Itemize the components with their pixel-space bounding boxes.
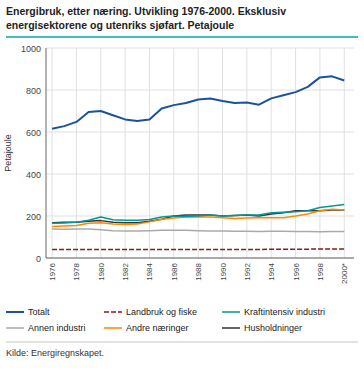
x-grid-line bbox=[125, 48, 126, 258]
series-line bbox=[52, 229, 344, 232]
x-tick-label: 1998 bbox=[316, 262, 325, 280]
x-tick-label: 1980 bbox=[97, 262, 106, 280]
series-line bbox=[52, 76, 344, 129]
source: Kilde: Energiregnskapet. bbox=[6, 348, 104, 358]
x-tick-label: 1994 bbox=[267, 262, 276, 280]
x-tick-label: 1984 bbox=[145, 262, 154, 280]
x-tick-label: 1992 bbox=[243, 262, 252, 280]
y-tick-label: 400 bbox=[26, 170, 41, 180]
x-grid-line bbox=[100, 48, 101, 258]
x-grid-line bbox=[173, 48, 174, 258]
legend-swatch bbox=[222, 311, 240, 313]
y-tick-label: 200 bbox=[26, 212, 41, 222]
legend-label: Husholdninger bbox=[244, 323, 302, 333]
x-grid-line bbox=[319, 48, 320, 258]
title: Energibruk, etter næring. Utvikling 1976… bbox=[6, 5, 286, 17]
legend-swatch bbox=[6, 327, 24, 329]
legend-swatch bbox=[104, 311, 122, 313]
y-grid-line bbox=[46, 174, 354, 175]
legend-label: Annen industri bbox=[28, 323, 86, 333]
x-tick-label: 1978 bbox=[72, 262, 81, 280]
legend-label: Landbruk og fiske bbox=[126, 307, 197, 317]
y-grid-line bbox=[46, 258, 354, 259]
lines bbox=[52, 76, 344, 249]
series-line bbox=[52, 248, 344, 250]
x-tick-label: 2000* bbox=[340, 263, 349, 284]
series-line bbox=[52, 204, 344, 223]
x-grid-line bbox=[271, 48, 272, 258]
x-tick-label: 1976 bbox=[48, 262, 57, 280]
y-tick-label: 600 bbox=[26, 128, 41, 138]
legend-label: Totalt bbox=[28, 307, 50, 317]
legend-swatch bbox=[222, 327, 240, 329]
y-tick-label: 800 bbox=[26, 86, 41, 96]
x-grid-line bbox=[222, 48, 223, 258]
x-axis-line bbox=[46, 258, 354, 259]
y-tick-label: 1000 bbox=[21, 44, 41, 54]
x-tick-label: 1986 bbox=[170, 262, 179, 280]
legend-label: Kraftintensiv industri bbox=[244, 307, 325, 317]
x-grid-line bbox=[149, 48, 150, 258]
axes: 0 200 400 600 800 1000 1976 1978 1980 1982 1984 198… bbox=[21, 44, 354, 284]
y-grid-line bbox=[46, 132, 354, 133]
y-axis-line bbox=[46, 48, 47, 258]
chart: Energibruk, etter næring. Utvikling 1976… bbox=[0, 0, 364, 387]
subtitle: energisektorene og utenriks sjøfart. Pet… bbox=[6, 19, 234, 31]
x-tick-label: 1996 bbox=[292, 262, 301, 280]
x-tick-label: 1990 bbox=[219, 262, 228, 280]
x-grid-line bbox=[295, 48, 296, 258]
x-grid-line bbox=[246, 48, 247, 258]
x-tick-label: 1982 bbox=[121, 262, 130, 280]
legend-swatch bbox=[6, 311, 24, 313]
source-rule bbox=[6, 342, 358, 343]
x-tick-label: 1988 bbox=[194, 262, 203, 280]
x-grid-line bbox=[198, 48, 199, 258]
x-grid-line bbox=[76, 48, 77, 258]
legend-swatch bbox=[104, 327, 122, 329]
title-rule bbox=[6, 36, 358, 38]
y-grid-line bbox=[46, 90, 354, 91]
y-axis-label: Petajoule bbox=[3, 134, 13, 172]
y-tick-label: 0 bbox=[36, 254, 41, 264]
legend: Totalt Landbruk og fiske Kraftintensiv ind… bbox=[6, 307, 325, 333]
grid bbox=[46, 48, 354, 258]
y-grid-line bbox=[46, 48, 354, 49]
legend-label: Andre næringer bbox=[126, 323, 189, 333]
